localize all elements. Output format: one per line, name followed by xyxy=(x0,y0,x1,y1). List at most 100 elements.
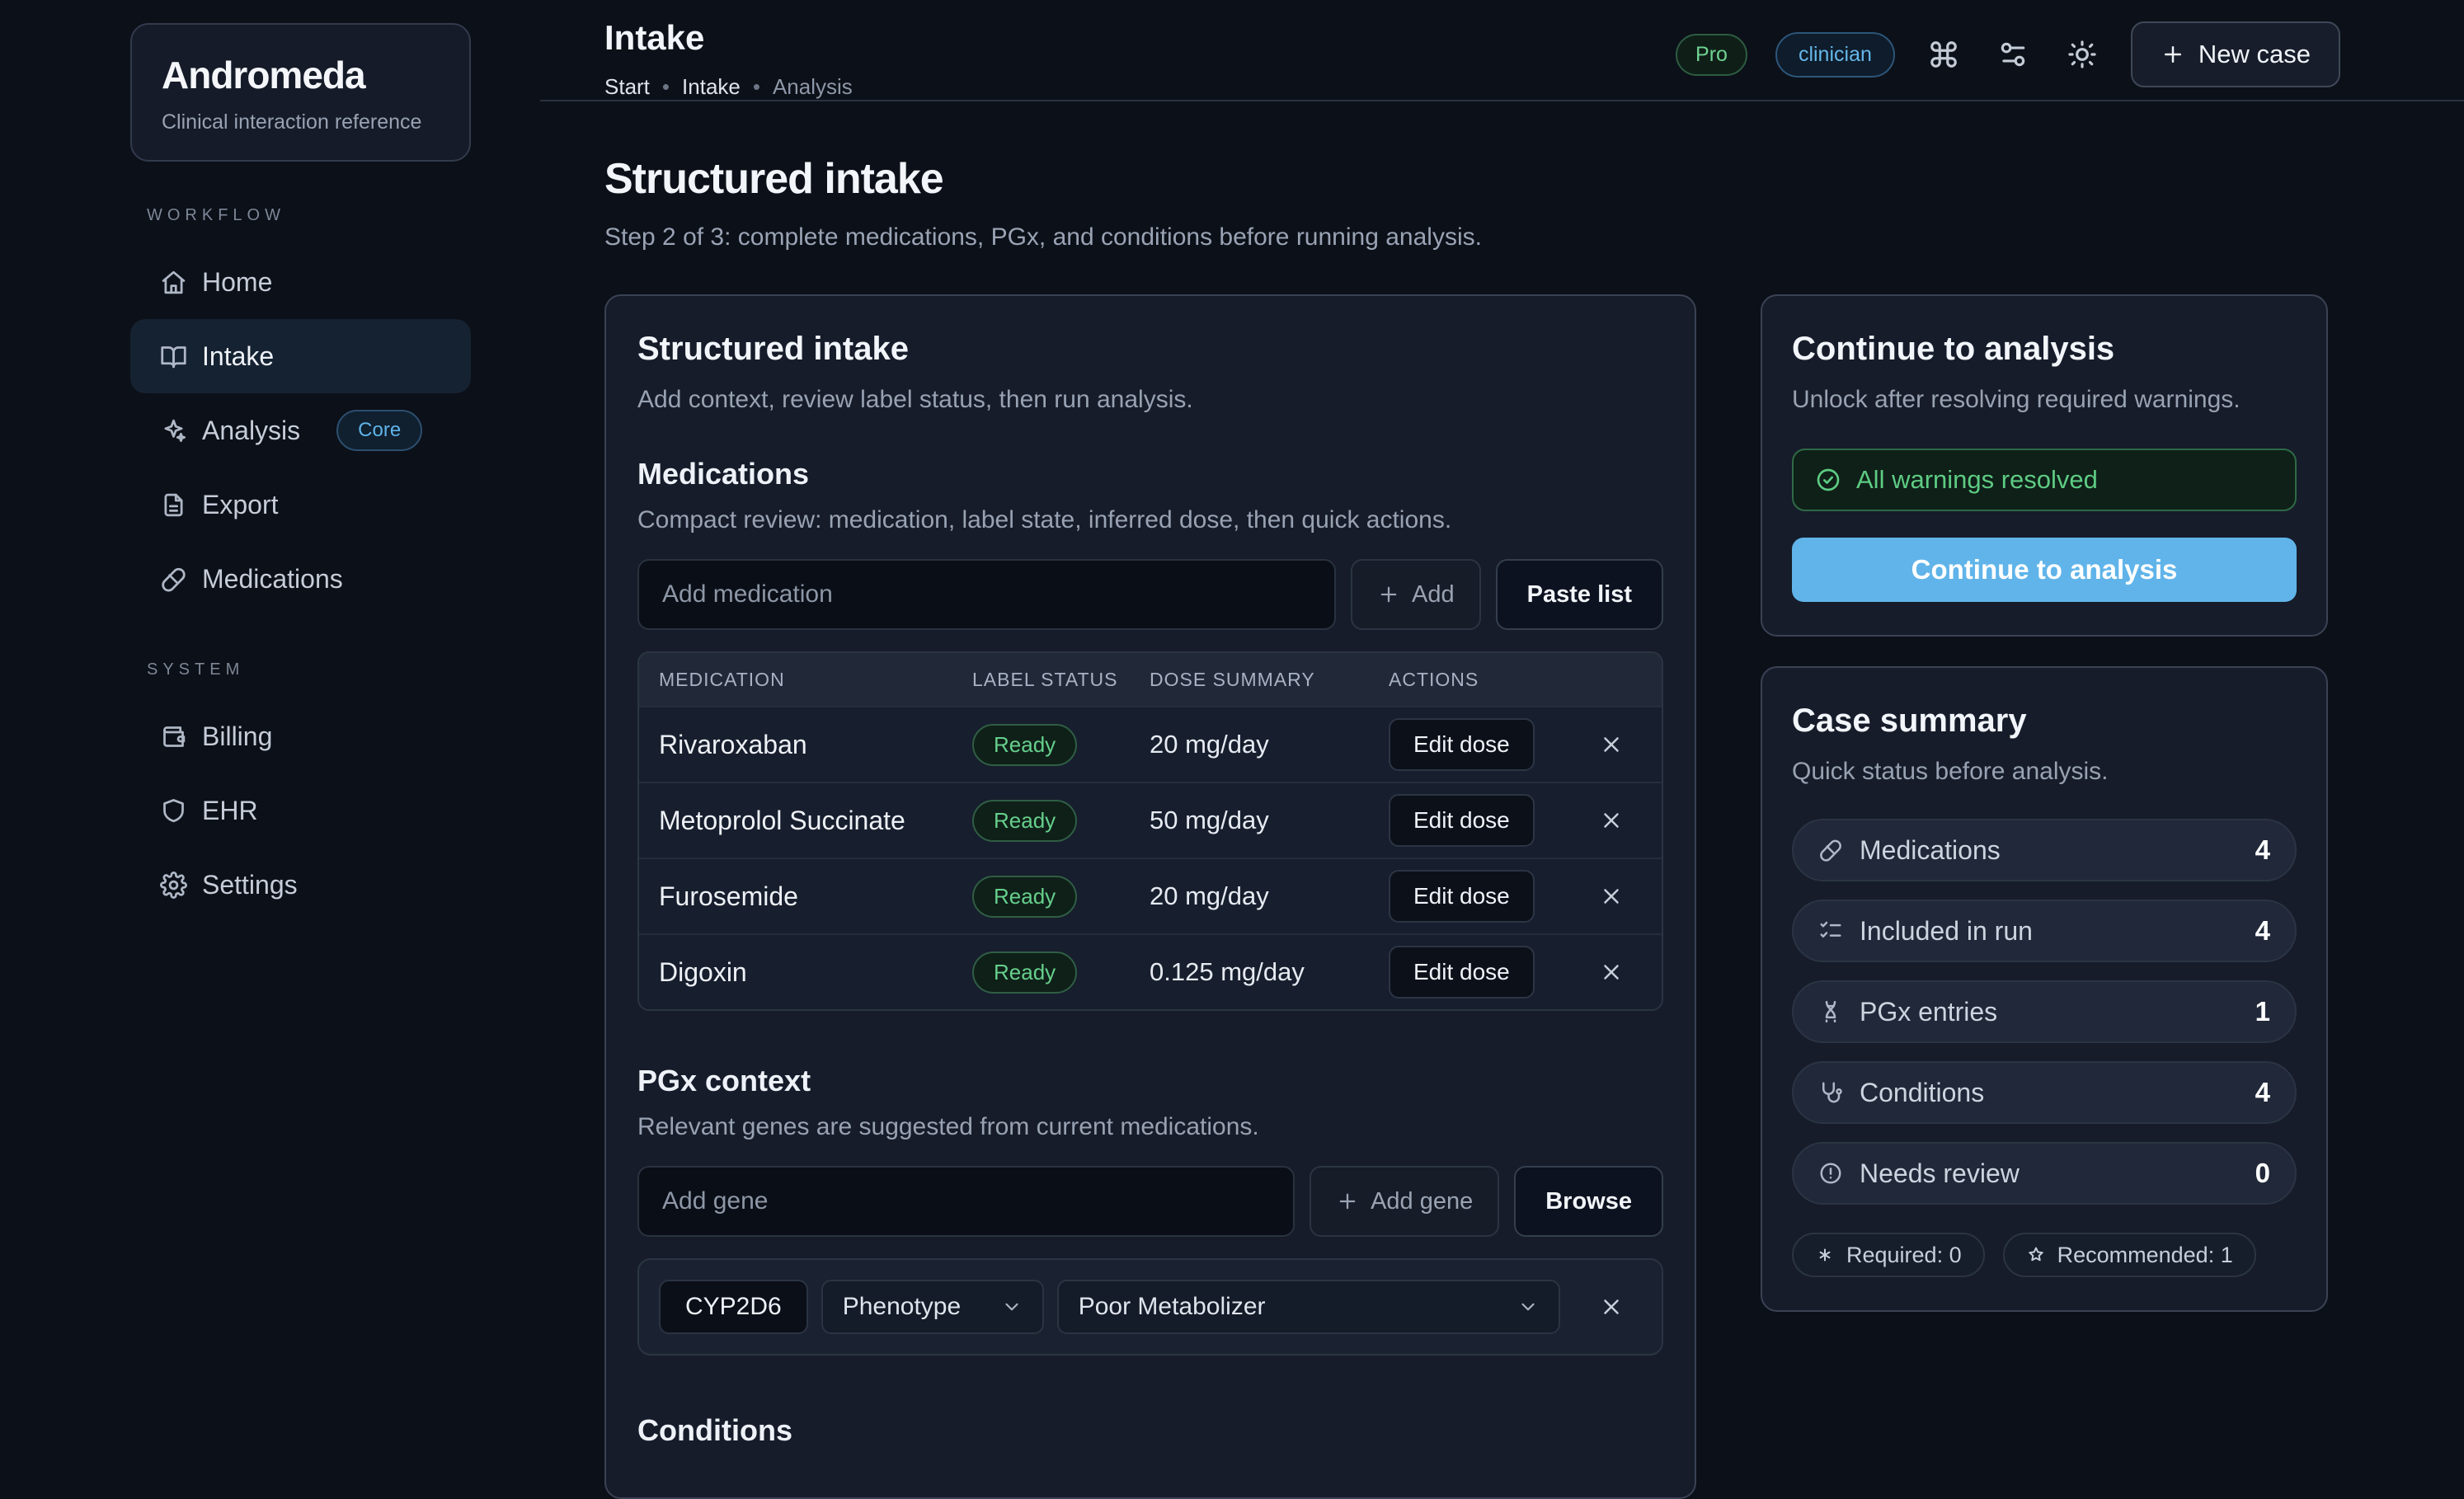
header-controls: Pro clinician New case xyxy=(1676,18,2340,91)
column-header-dose-summary: DOSE SUMMARY xyxy=(1150,668,1315,690)
medication-name: Metoprolol Succinate xyxy=(659,805,905,835)
medications-subtitle: Compact review: medication, label state,… xyxy=(637,506,1452,533)
status-badge: Ready xyxy=(972,875,1078,918)
star-icon xyxy=(2028,1247,2043,1262)
paste-list-button[interactable]: Paste list xyxy=(1495,559,1663,630)
top-header: Intake Start • Intake • Analysis Pro cli… xyxy=(540,0,2464,101)
sidebar-item-medications[interactable]: Medications xyxy=(130,542,471,616)
add-medication-input[interactable] xyxy=(637,559,1337,630)
sidebar-item-analysis[interactable]: Analysis Core xyxy=(130,393,471,468)
remove-gene-icon[interactable] xyxy=(1599,1295,1624,1319)
summary-item-conditions: Conditions 4 xyxy=(1792,1061,2297,1124)
stethoscope-icon xyxy=(1822,1082,1842,1103)
summary-item-label: Included in run xyxy=(1860,915,2033,946)
summary-item-included: Included in run 4 xyxy=(1792,900,2297,962)
system-section-label: SYSTEM xyxy=(147,660,245,679)
status-badge: Ready xyxy=(972,951,1078,994)
command-icon[interactable] xyxy=(1928,39,1959,70)
remove-medication-icon[interactable] xyxy=(1599,808,1624,833)
intake-card-title: Structured intake xyxy=(637,331,909,367)
status-badge: Ready xyxy=(972,723,1078,766)
column-header-label-status: LABEL STATUS xyxy=(972,668,1118,690)
warnings-resolved-banner: All warnings resolved xyxy=(1792,449,2297,511)
asterisk-icon xyxy=(1819,1248,1831,1262)
summary-item-value: 4 xyxy=(2255,1077,2270,1107)
list-checks-icon xyxy=(1820,921,1841,937)
dose-summary: 20 mg/day xyxy=(1150,730,1269,759)
remove-medication-icon[interactable] xyxy=(1599,732,1624,757)
shield-icon xyxy=(163,798,184,822)
breadcrumb-start[interactable]: Start xyxy=(604,74,650,99)
app-tagline: Clinical interaction reference xyxy=(162,110,422,134)
phenotype-select[interactable]: Poor Metabolizer xyxy=(1056,1280,1560,1334)
medication-name: Digoxin xyxy=(659,956,747,987)
medication-input-row: Add Paste list xyxy=(637,559,1663,630)
edit-dose-button[interactable]: Edit dose xyxy=(1389,794,1535,847)
sidebar-item-label: Billing xyxy=(202,721,273,751)
summary-item-needs-review: Needs review 0 xyxy=(1792,1142,2297,1205)
edit-dose-button[interactable]: Edit dose xyxy=(1389,718,1535,771)
medications-table: MEDICATION LABEL STATUS DOSE SUMMARY ACT… xyxy=(637,651,1663,1011)
column-header-medication: MEDICATION xyxy=(659,668,785,690)
summary-item-label: PGx entries xyxy=(1860,996,1998,1027)
column-header-actions: ACTIONS xyxy=(1389,668,1479,690)
case-summary-items: Medications 4 Included in run 4 PGx entr… xyxy=(1792,819,2297,1205)
continue-card-subtitle: Unlock after resolving required warnings… xyxy=(1792,386,2241,413)
breadcrumb-separator: • xyxy=(661,74,670,99)
check-circle-icon xyxy=(1817,468,1840,491)
sidebar-item-label: Intake xyxy=(202,341,275,371)
add-gene-input[interactable] xyxy=(637,1166,1295,1237)
remove-medication-icon[interactable] xyxy=(1599,960,1624,984)
summary-item-value: 4 xyxy=(2255,834,2270,865)
pro-badge: Pro xyxy=(1676,33,1747,76)
sidebar-item-label: Analysis xyxy=(202,415,301,445)
page-title: Structured intake xyxy=(604,155,944,203)
dose-summary: 20 mg/day xyxy=(1150,881,1269,910)
breadcrumb-intake[interactable]: Intake xyxy=(682,74,741,99)
medication-name: Rivaroxaban xyxy=(659,729,807,759)
sidebar-item-label: Medications xyxy=(202,563,343,594)
summary-item-value: 0 xyxy=(2255,1158,2270,1188)
required-chip-label: Required: 0 xyxy=(1846,1242,1962,1267)
plus-icon xyxy=(1380,586,1397,603)
table-row: Furosemide Ready 20 mg/day Edit dose xyxy=(639,858,1662,933)
main-area: Intake Start • Intake • Analysis Pro cli… xyxy=(540,0,2464,1499)
remove-medication-icon[interactable] xyxy=(1599,884,1624,909)
sidebar-item-home[interactable]: Home xyxy=(130,245,471,319)
plus-icon xyxy=(1339,1193,1356,1210)
sidebar-item-billing[interactable]: Billing xyxy=(130,699,471,773)
gene-chip: CYP2D6 xyxy=(659,1280,808,1334)
gene-type-value: Phenotype xyxy=(842,1293,962,1320)
table-row: Rivaroxaban Ready 20 mg/day Edit dose xyxy=(639,706,1662,782)
add-gene-button[interactable]: Add gene xyxy=(1310,1166,1500,1237)
continue-to-analysis-button[interactable]: Continue to analysis xyxy=(1792,538,2297,602)
sidebar-item-settings[interactable]: Settings xyxy=(130,848,471,922)
wallet-icon xyxy=(163,726,186,747)
conditions-heading: Conditions xyxy=(637,1413,792,1447)
edit-dose-button[interactable]: Edit dose xyxy=(1389,946,1535,999)
sun-icon[interactable] xyxy=(2067,39,2098,70)
summary-item-label: Medications xyxy=(1860,834,2001,865)
sliders-icon[interactable] xyxy=(1997,39,2029,70)
sidebar-item-intake[interactable]: Intake xyxy=(130,319,471,393)
intake-card-subtitle: Add context, review label status, then r… xyxy=(637,386,1193,413)
sidebar-item-export[interactable]: Export xyxy=(130,468,471,542)
warnings-resolved-label: All warnings resolved xyxy=(1856,465,2098,494)
add-medication-button[interactable]: Add xyxy=(1351,559,1481,630)
summary-item-label: Conditions xyxy=(1860,1077,1985,1107)
continue-card: Continue to analysis Unlock after resolv… xyxy=(1761,294,2328,637)
chevron-down-icon xyxy=(1521,1303,1535,1311)
plus-icon xyxy=(2164,46,2181,63)
sidebar-item-ehr[interactable]: EHR xyxy=(130,773,471,848)
brand-card: Andromeda Clinical interaction reference xyxy=(130,23,471,162)
continue-card-title: Continue to analysis xyxy=(1792,331,2115,367)
edit-dose-button[interactable]: Edit dose xyxy=(1389,870,1535,923)
gene-type-select[interactable]: Phenotype xyxy=(821,1280,1044,1334)
breadcrumb-analysis[interactable]: Analysis xyxy=(772,74,853,99)
pgx-subtitle: Relevant genes are suggested from curren… xyxy=(637,1113,1259,1140)
new-case-button[interactable]: New case xyxy=(2130,21,2340,87)
table-row: Metoprolol Succinate Ready 50 mg/day Edi… xyxy=(639,782,1662,858)
case-summary-subtitle: Quick status before analysis. xyxy=(1792,758,2109,785)
pgx-heading: PGx context xyxy=(637,1064,811,1097)
browse-genes-button[interactable]: Browse xyxy=(1514,1166,1663,1237)
